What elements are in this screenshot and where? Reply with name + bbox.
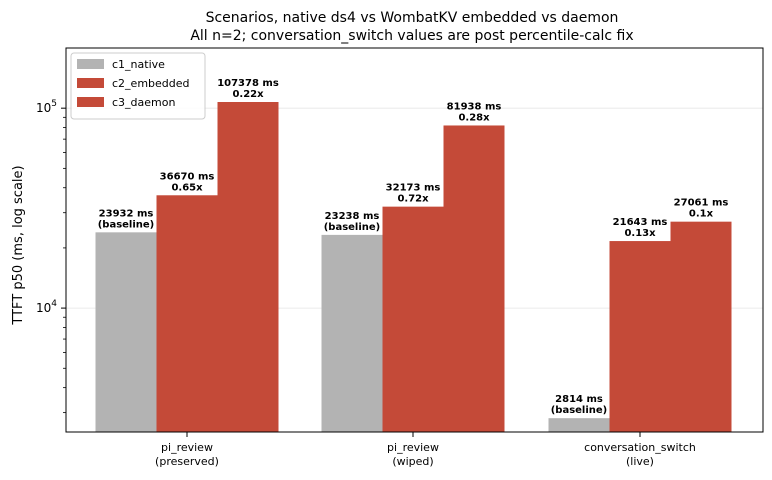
bar-c3_daemon (443, 125, 505, 432)
data-label-ratio: (baseline) (98, 219, 155, 230)
x-tick-label-sub: (preserved) (155, 455, 219, 468)
legend-swatch-c3_daemon (77, 97, 104, 107)
data-label-value: 81938 ms (447, 101, 502, 112)
x-tick-label-sub: (live) (626, 455, 654, 468)
chart-title: Scenarios, native ds4 vs WombatKV embedd… (206, 10, 619, 26)
data-label-value: 23932 ms (99, 208, 154, 219)
x-tick-label: pi_review (161, 441, 213, 454)
bars (95, 101, 732, 432)
data-label-ratio: 0.65x (171, 182, 203, 193)
data-label-ratio: (baseline) (551, 405, 608, 416)
x-tick-label: conversation_switch (584, 441, 696, 454)
x-tick-label: pi_review (387, 441, 439, 454)
bar-c1_native (321, 234, 383, 432)
plot-area (65, 47, 764, 433)
bar-c2_embedded (156, 195, 218, 432)
legend-box (70, 52, 206, 120)
bar-c2_embedded (382, 206, 444, 432)
data-label-value: 107378 ms (217, 78, 279, 89)
bar-c3_daemon (670, 221, 732, 432)
data-label-ratio: 0.72x (397, 194, 429, 205)
x-axis: pi_review(preserved)pi_review(wiped)conv… (155, 432, 696, 468)
bar-c1_native (95, 232, 157, 432)
y-tick-label: 105 (36, 99, 57, 115)
legend-swatch-c2_embedded (77, 78, 104, 88)
y-axis: 104 105 (36, 99, 66, 414)
data-label-ratio: (baseline) (324, 222, 381, 233)
data-label-value: 21643 ms (613, 217, 668, 228)
bar-c2_embedded (609, 241, 671, 432)
data-label-value: 27061 ms (674, 198, 729, 209)
legend-swatch-c1_native (77, 59, 104, 69)
x-tick-label-sub: (wiped) (392, 455, 433, 468)
legend: c1_native c2_embedded c3_daemon (70, 52, 206, 120)
legend-label-c2_embedded: c2_embedded (112, 77, 190, 90)
data-label-value: 32173 ms (386, 183, 441, 194)
legend-label-c3_daemon: c3_daemon (112, 96, 175, 109)
data-label-value: 23238 ms (325, 211, 380, 222)
y-tick-label: 104 (36, 299, 57, 315)
legend-label-c1_native: c1_native (112, 58, 165, 71)
bar-c1_native (548, 418, 610, 432)
data-label-ratio: 0.28x (458, 112, 490, 123)
data-label-ratio: 0.1x (689, 209, 714, 220)
data-label-ratio: 0.13x (624, 228, 656, 239)
data-label-ratio: 0.22x (232, 89, 264, 100)
data-label-value: 2814 ms (555, 394, 603, 405)
bar-c3_daemon (217, 101, 279, 432)
chart-subtitle: All n=2; conversation_switch values are … (190, 28, 633, 44)
data-label-value: 36670 ms (160, 171, 215, 182)
y-axis-label: TTFT p50 (ms, log scale) (11, 165, 26, 325)
